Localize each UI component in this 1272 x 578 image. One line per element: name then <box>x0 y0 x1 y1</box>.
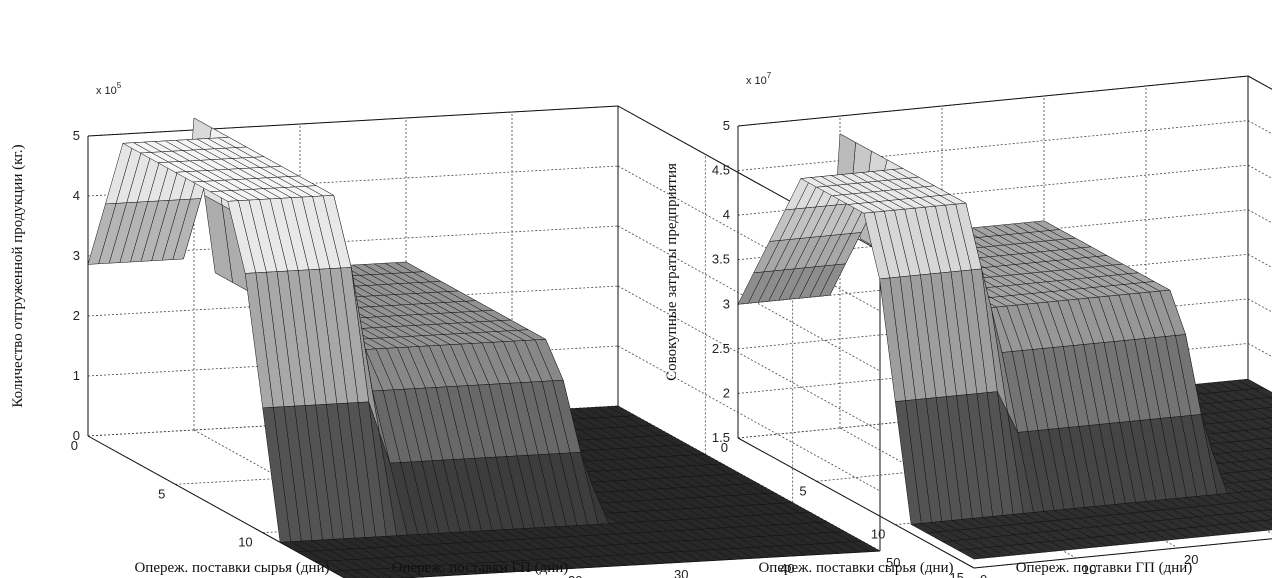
grid-line-z <box>617 345 881 492</box>
z-tick-label: 1 <box>73 368 80 383</box>
z-tick-label: 3 <box>723 296 730 311</box>
z-multiplier: x 107 <box>746 71 772 87</box>
y-axis-label: Опереж. поставки сырья (дни) <box>758 560 953 576</box>
box-edge <box>737 437 975 569</box>
grid-line-z <box>737 120 1249 171</box>
box-edge <box>87 105 619 137</box>
z-tick-label: 2 <box>73 308 80 323</box>
surface-cell <box>957 549 986 560</box>
x-axis-label: Опереж. поставки ГП (дни) <box>392 560 569 576</box>
tick-labels: 1.522.533.544.5505101501020304050 <box>712 118 1199 578</box>
x-axis-label: Опереж. поставки ГП (дни) <box>1016 560 1193 576</box>
z-tick-label: 1.5 <box>712 430 730 445</box>
y-axis-label: Опереж. поставки сырья (дни) <box>134 560 329 576</box>
surface-plot-2: 1.522.533.544.5505101501020304050x 107Со… <box>664 71 1272 578</box>
y-tick-label: 10 <box>871 527 885 542</box>
y-tick-label: 0 <box>71 438 78 453</box>
grid-line-z <box>1247 209 1272 224</box>
z-axis-label: Совокупные затраты предприятия <box>664 163 680 381</box>
z-tick-label: 2 <box>723 385 730 400</box>
grid-line-z <box>617 165 881 312</box>
box-edge <box>737 75 1249 127</box>
surface-mesh <box>87 117 881 578</box>
z-tick-label: 4 <box>723 207 730 222</box>
grid-line-z <box>1247 120 1272 135</box>
grid-line-z <box>1247 75 1272 90</box>
tick-labels: 01234505101501020304050 <box>71 128 901 578</box>
grid-line-z <box>617 285 881 432</box>
x-tick-label: 10 <box>1082 562 1096 577</box>
y-tick-label: 0 <box>721 440 728 455</box>
z-tick-label: 5 <box>723 118 730 133</box>
surface-mesh <box>737 133 1272 560</box>
z-tick-label: 4 <box>73 188 80 203</box>
z-tick-label: 4.5 <box>712 163 730 178</box>
x-tick-label: 20 <box>1184 552 1198 567</box>
box-edge <box>973 538 1272 569</box>
x-tick-label: 0 <box>980 572 987 578</box>
grid-line-z <box>1247 253 1272 268</box>
box-edge <box>1247 75 1272 90</box>
z-tick-label: 2.5 <box>712 341 730 356</box>
y-tick-label: 15 <box>950 570 964 578</box>
x-tick-label: 20 <box>568 573 582 578</box>
z-axis-label: Количество отгруженной продукции (кг.) <box>10 144 26 407</box>
x-tick-label: 40 <box>780 561 794 576</box>
z-tick-label: 0 <box>73 428 80 443</box>
z-tick-label: 3.5 <box>712 252 730 267</box>
y-tick-label: 10 <box>238 535 252 550</box>
x-tick-label: 50 <box>886 555 900 570</box>
y-tick-label: 5 <box>799 483 806 498</box>
y-tick-label: 5 <box>158 486 165 501</box>
z-multiplier: x 105 <box>96 81 122 97</box>
z-tick-label: 3 <box>73 248 80 263</box>
x-tick-label: 30 <box>674 567 688 578</box>
z-tick-label: 5 <box>73 128 80 143</box>
grid-line-z <box>1247 164 1272 179</box>
